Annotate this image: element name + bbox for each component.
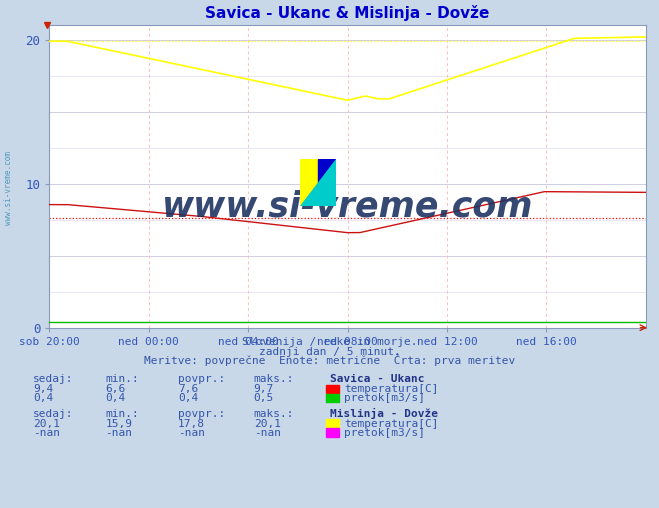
Text: 9,7: 9,7 xyxy=(254,384,274,394)
Title: Savica - Ukanc & Mislinja - Dovže: Savica - Ukanc & Mislinja - Dovže xyxy=(206,6,490,21)
Text: zadnji dan / 5 minut.: zadnji dan / 5 minut. xyxy=(258,346,401,357)
Text: 6,6: 6,6 xyxy=(105,384,126,394)
Text: www.si-vreme.com: www.si-vreme.com xyxy=(162,190,533,224)
Text: 20,1: 20,1 xyxy=(33,419,60,429)
Text: maks.:: maks.: xyxy=(254,408,294,419)
Text: 0,4: 0,4 xyxy=(105,393,126,403)
Polygon shape xyxy=(300,159,336,206)
Text: 0,4: 0,4 xyxy=(33,393,53,403)
Text: 9,4: 9,4 xyxy=(33,384,53,394)
Text: -nan: -nan xyxy=(254,428,281,438)
Text: Slovenija / reke in morje.: Slovenija / reke in morje. xyxy=(242,337,417,347)
Text: sedaj:: sedaj: xyxy=(33,408,73,419)
Text: pretok[m3/s]: pretok[m3/s] xyxy=(344,428,425,438)
Text: Mislinja - Dovže: Mislinja - Dovže xyxy=(330,407,438,419)
Text: maks.:: maks.: xyxy=(254,374,294,384)
Text: www.si-vreme.com: www.si-vreme.com xyxy=(4,151,13,225)
Text: povpr.:: povpr.: xyxy=(178,374,225,384)
Bar xyxy=(300,159,318,206)
Text: -nan: -nan xyxy=(105,428,132,438)
Text: 7,6: 7,6 xyxy=(178,384,198,394)
Text: min.:: min.: xyxy=(105,374,139,384)
Text: temperatura[C]: temperatura[C] xyxy=(344,384,438,394)
Text: -nan: -nan xyxy=(33,428,60,438)
Bar xyxy=(318,159,336,206)
Text: 15,9: 15,9 xyxy=(105,419,132,429)
Text: temperatura[C]: temperatura[C] xyxy=(344,419,438,429)
Text: povpr.:: povpr.: xyxy=(178,408,225,419)
Text: -nan: -nan xyxy=(178,428,205,438)
Text: 0,5: 0,5 xyxy=(254,393,274,403)
Text: pretok[m3/s]: pretok[m3/s] xyxy=(344,393,425,403)
Text: min.:: min.: xyxy=(105,408,139,419)
Text: Savica - Ukanc: Savica - Ukanc xyxy=(330,374,424,384)
Text: sedaj:: sedaj: xyxy=(33,374,73,384)
Text: 0,4: 0,4 xyxy=(178,393,198,403)
Text: 17,8: 17,8 xyxy=(178,419,205,429)
Text: 20,1: 20,1 xyxy=(254,419,281,429)
Text: Meritve: povprečne  Enote: metrične  Črta: prva meritev: Meritve: povprečne Enote: metrične Črta:… xyxy=(144,354,515,366)
